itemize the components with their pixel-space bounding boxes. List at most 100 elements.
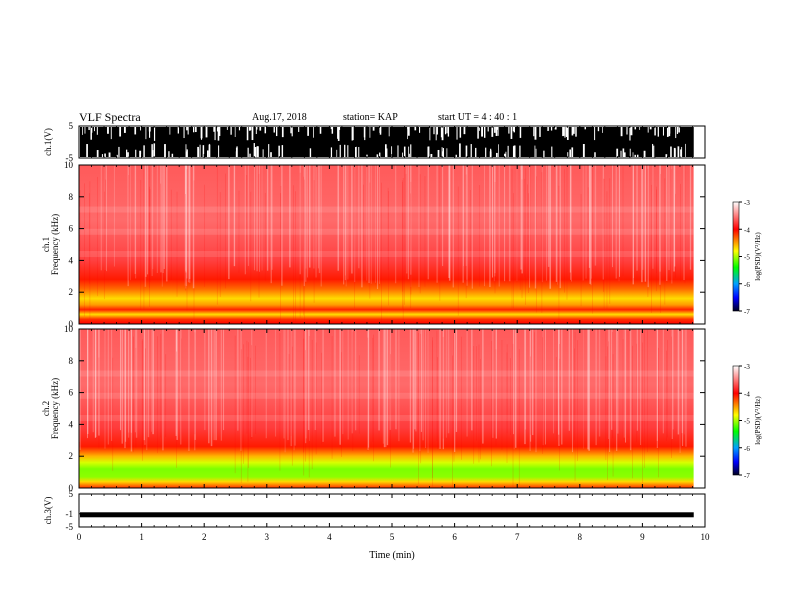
ch2-spectrogram-heatmap bbox=[79, 329, 694, 488]
date-label: Aug.17, 2018 bbox=[252, 112, 307, 123]
ch1-spectrogram-colorbar-tick-label: -5 bbox=[744, 254, 750, 262]
ch1-waveform-gap bbox=[629, 148, 631, 157]
ch1-waveform-gap bbox=[369, 127, 371, 138]
ch1-waveform-gap bbox=[441, 127, 444, 141]
ch1-waveform-gap bbox=[484, 127, 486, 138]
ch1-waveform-gap bbox=[643, 150, 646, 157]
ch1-waveform-gap bbox=[569, 149, 571, 157]
ch1-waveform-gap bbox=[388, 127, 390, 137]
ch1-waveform-gap bbox=[96, 150, 99, 157]
ch1-waveform-gap bbox=[513, 145, 516, 157]
ch1-waveform-gap bbox=[543, 150, 545, 157]
ch1-waveform-gap bbox=[186, 127, 188, 131]
ch1-waveform-gap bbox=[435, 127, 437, 141]
ch1-waveform-gap bbox=[410, 144, 412, 157]
ch2-spectrogram-ylabel-frequency: Frequency (kHz) bbox=[50, 378, 60, 439]
ch1-waveform-gap bbox=[278, 145, 280, 157]
ch1-waveform-gap bbox=[477, 127, 479, 139]
x-tick-label: 6 bbox=[452, 532, 457, 542]
ch1-spectrogram-y-tick-label: 8 bbox=[69, 192, 74, 202]
ch2-spectrogram-colorbar-tick-label: -6 bbox=[744, 445, 750, 453]
ch2-spectrogram-colorbar-tick-label: -5 bbox=[744, 418, 750, 426]
ch1-waveform-gap bbox=[200, 127, 203, 139]
ch1-spectrogram-y-tick-label: 6 bbox=[69, 224, 74, 234]
ch1-waveform-gap bbox=[330, 147, 333, 157]
ch1-waveform-gap bbox=[379, 127, 382, 133]
ch1-waveform-gap bbox=[446, 148, 448, 157]
ch1-waveform-gap bbox=[470, 144, 472, 157]
ch1-waveform-gap bbox=[534, 127, 537, 140]
ch2-spectrogram-band bbox=[79, 415, 694, 422]
ch1-waveform-gap bbox=[554, 127, 557, 130]
ch1-ylabel: ch.1(V) bbox=[43, 128, 53, 156]
x-axis-label: Time (min) bbox=[369, 550, 414, 561]
ch1-waveform-gap bbox=[153, 143, 156, 157]
ch1-waveform-gap bbox=[319, 127, 322, 134]
ch1-waveform-gap bbox=[512, 146, 515, 157]
ch1-spectrogram-band bbox=[79, 228, 694, 235]
ch1-waveform-gap bbox=[246, 127, 249, 141]
x-tick-label: 9 bbox=[640, 532, 645, 542]
ch1-waveform-gap bbox=[169, 127, 171, 135]
ch1-waveform-gap bbox=[575, 127, 577, 137]
ch1-spectrogram-y-tick-label: 10 bbox=[64, 160, 74, 170]
ch1-waveform-gap bbox=[408, 146, 410, 157]
ch1-waveform-gap bbox=[622, 148, 625, 157]
ch1-waveform-gap bbox=[248, 127, 251, 131]
ch1-waveform-gap bbox=[270, 152, 272, 157]
ch1-waveform-gap bbox=[372, 127, 375, 131]
ch1-waveform-gap bbox=[572, 127, 574, 130]
ch1-waveform-gap bbox=[262, 149, 264, 157]
ch1-waveform-gap bbox=[455, 154, 457, 157]
ch1-spectrogram-colorbar-tick-label: -3 bbox=[744, 199, 750, 207]
ch1-waveform-gap bbox=[666, 127, 669, 137]
ch1-waveform-gap bbox=[481, 127, 484, 137]
ch1-waveform-gap bbox=[386, 148, 388, 157]
ch1-waveform-gap bbox=[681, 146, 683, 157]
ch1-waveform-gap bbox=[256, 127, 258, 130]
ch1-waveform-gap bbox=[351, 127, 353, 141]
ch1-waveform-gap bbox=[436, 127, 438, 135]
ch1-waveform-gap bbox=[675, 127, 677, 139]
ch1-waveform-gap bbox=[185, 144, 187, 157]
ch1-waveform-gap bbox=[459, 143, 461, 157]
ch1-waveform-gap bbox=[616, 148, 619, 157]
ch1-waveform-gap bbox=[442, 151, 443, 157]
ch1-waveform-gap bbox=[134, 127, 137, 135]
ch1-waveform-gap bbox=[594, 152, 596, 157]
ch2-spectrogram-y-tick-label: 8 bbox=[69, 356, 74, 366]
ch1-waveform-gap bbox=[678, 127, 680, 133]
ch1-waveform-gap bbox=[183, 127, 185, 139]
ch1-waveform-gap bbox=[620, 150, 622, 157]
ch1-waveform-gap bbox=[259, 127, 262, 131]
ch1-spectrogram-colorbar-tick-label: -7 bbox=[744, 308, 750, 316]
ch1-waveform-gap bbox=[264, 127, 267, 134]
ch1-waveform-gap bbox=[168, 151, 170, 157]
ch1-waveform-gap bbox=[84, 127, 86, 134]
ch1-waveform-gap bbox=[238, 127, 241, 131]
ch1-waveform-gap bbox=[195, 127, 197, 133]
ch1-waveform-gap bbox=[444, 127, 447, 135]
ch1-waveform-gap bbox=[397, 145, 399, 157]
ch3-frame bbox=[78, 493, 706, 528]
ch1-waveform-gap bbox=[119, 127, 122, 137]
ch1-waveform-gap bbox=[584, 127, 586, 130]
ch1-waveform-gap bbox=[567, 152, 569, 157]
ch2-spectrogram-colorbar-tick-label: -4 bbox=[744, 390, 750, 398]
ch1-waveform-gap bbox=[384, 144, 387, 157]
ch2-spectrogram-band bbox=[79, 370, 694, 377]
ch1-waveform-gap bbox=[205, 127, 208, 138]
ch1-waveform-gap bbox=[281, 127, 284, 138]
ch1-waveform-gap bbox=[442, 148, 445, 157]
ch1-waveform-gap bbox=[107, 127, 109, 134]
ch2-spectrogram-colorbar-tick-label: -7 bbox=[744, 472, 750, 480]
ch1-waveform-gap bbox=[465, 145, 468, 157]
ch1-waveform-gap bbox=[535, 148, 537, 157]
ch1-waveform-gap bbox=[620, 127, 623, 137]
ch1-waveform-gap bbox=[268, 144, 270, 157]
ch1-waveform-gap bbox=[649, 127, 652, 130]
ch1-waveform-gap bbox=[639, 127, 641, 130]
ch1-waveform-gap bbox=[355, 147, 357, 157]
ch1-waveform-gap bbox=[139, 150, 142, 157]
